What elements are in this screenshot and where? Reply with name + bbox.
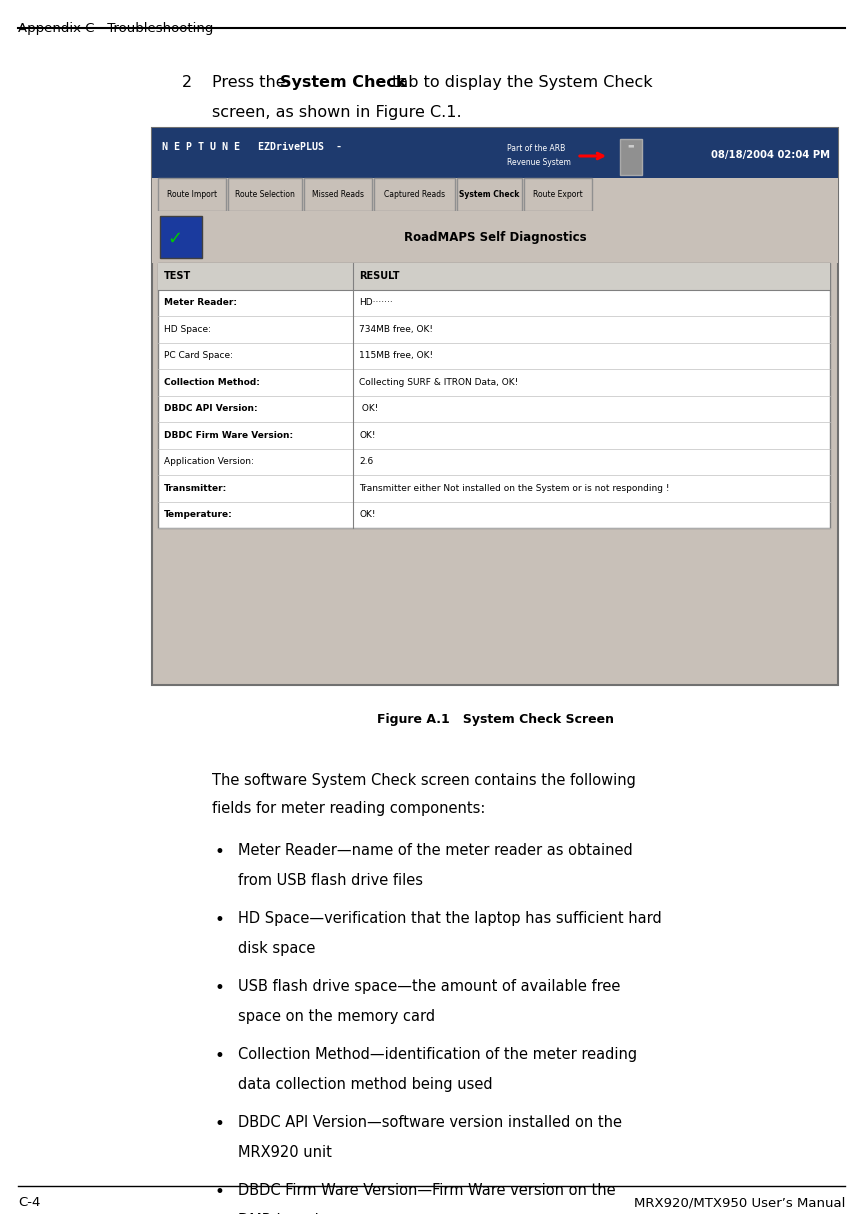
FancyBboxPatch shape	[374, 178, 455, 211]
Text: N E P T U N E   EZDrivePLUS  -: N E P T U N E EZDrivePLUS -	[162, 142, 342, 152]
Text: Collecting SURF & ITRON Data, OK!: Collecting SURF & ITRON Data, OK!	[359, 378, 519, 387]
FancyBboxPatch shape	[152, 127, 838, 178]
Text: Collection Method—identification of the meter reading: Collection Method—identification of the …	[238, 1046, 637, 1062]
Text: ✓: ✓	[167, 231, 182, 248]
Text: •: •	[214, 978, 224, 997]
Text: •: •	[214, 910, 224, 929]
FancyBboxPatch shape	[457, 178, 522, 211]
Text: DBDC Firm Ware Version—Firm Ware version on the: DBDC Firm Ware Version—Firm Ware version…	[238, 1182, 615, 1198]
FancyBboxPatch shape	[152, 211, 838, 263]
FancyBboxPatch shape	[152, 178, 838, 211]
Text: PC Card Space:: PC Card Space:	[164, 351, 233, 361]
Text: HD Space:: HD Space:	[164, 325, 211, 334]
FancyBboxPatch shape	[158, 263, 830, 289]
Text: Route Selection: Route Selection	[235, 191, 295, 199]
Text: tab to display the System Check: tab to display the System Check	[387, 75, 652, 90]
Text: screen, as shown in Figure C.1.: screen, as shown in Figure C.1.	[212, 104, 462, 120]
Text: HD·······: HD·······	[359, 299, 393, 307]
FancyBboxPatch shape	[158, 263, 830, 528]
Text: space on the memory card: space on the memory card	[238, 1009, 435, 1023]
FancyBboxPatch shape	[620, 138, 642, 175]
FancyBboxPatch shape	[160, 216, 202, 259]
Text: MRX920/MTX950 User’s Manual: MRX920/MTX950 User’s Manual	[633, 1196, 845, 1209]
Text: data collection method being used: data collection method being used	[238, 1077, 493, 1093]
Text: OK!: OK!	[359, 404, 378, 413]
Text: The software System Check screen contains the following: The software System Check screen contain…	[212, 773, 636, 788]
Text: •: •	[214, 1182, 224, 1201]
FancyBboxPatch shape	[228, 178, 302, 211]
Text: C-4: C-4	[18, 1196, 41, 1209]
Text: Meter Reader:: Meter Reader:	[164, 299, 237, 307]
Text: Route Import: Route Import	[167, 191, 217, 199]
Text: MRX920 unit: MRX920 unit	[238, 1145, 332, 1161]
Text: Captured Reads: Captured Reads	[384, 191, 445, 199]
Text: Route Export: Route Export	[533, 191, 583, 199]
Text: System Check: System Check	[459, 191, 520, 199]
Text: RoadMAPS Self Diagnostics: RoadMAPS Self Diagnostics	[404, 231, 586, 244]
Text: ▬: ▬	[627, 142, 634, 148]
Text: TEST: TEST	[164, 271, 192, 282]
Text: DBDC Firm Ware Version:: DBDC Firm Ware Version:	[164, 431, 293, 439]
Text: disk space: disk space	[238, 941, 315, 955]
Text: 734MB free, OK!: 734MB free, OK!	[359, 325, 433, 334]
Text: Application Version:: Application Version:	[164, 458, 254, 466]
Text: Temperature:: Temperature:	[164, 510, 233, 520]
Text: Transmitter:: Transmitter:	[164, 483, 227, 493]
Text: RESULT: RESULT	[359, 271, 400, 282]
FancyBboxPatch shape	[304, 178, 372, 211]
Text: HD Space—verification that the laptop has sufficient hard: HD Space—verification that the laptop ha…	[238, 910, 662, 926]
Text: •: •	[214, 1114, 224, 1133]
Text: DBDC API Version:: DBDC API Version:	[164, 404, 258, 413]
Text: Missed Reads: Missed Reads	[312, 191, 364, 199]
Text: Press the: Press the	[212, 75, 291, 90]
Text: DBDC API Version—software version installed on the: DBDC API Version—software version instal…	[238, 1114, 622, 1130]
FancyBboxPatch shape	[524, 178, 592, 211]
Text: 2.6: 2.6	[359, 458, 374, 466]
Text: 2: 2	[182, 75, 192, 90]
Text: Collection Method:: Collection Method:	[164, 378, 260, 387]
Text: Part of the ARB: Part of the ARB	[507, 144, 565, 153]
Text: Transmitter either Not installed on the System or is not responding !: Transmitter either Not installed on the …	[359, 483, 670, 493]
Text: System Check: System Check	[280, 75, 406, 90]
Text: fields for meter reading components:: fields for meter reading components:	[212, 801, 485, 816]
Text: •: •	[214, 1046, 224, 1065]
Text: Meter Reader—name of the meter reader as obtained: Meter Reader—name of the meter reader as…	[238, 843, 633, 858]
Text: Appendix C   Troubleshooting: Appendix C Troubleshooting	[18, 22, 213, 35]
FancyBboxPatch shape	[158, 178, 226, 211]
Text: OK!: OK!	[359, 510, 375, 520]
Text: •: •	[214, 843, 224, 861]
Text: USB flash drive space—the amount of available free: USB flash drive space—the amount of avai…	[238, 978, 620, 994]
Text: 115MB free, OK!: 115MB free, OK!	[359, 351, 433, 361]
Text: 08/18/2004 02:04 PM: 08/18/2004 02:04 PM	[711, 151, 830, 160]
FancyBboxPatch shape	[152, 127, 838, 685]
Text: OK!: OK!	[359, 431, 375, 439]
Text: from USB flash drive files: from USB flash drive files	[238, 873, 423, 887]
Text: Revenue System: Revenue System	[507, 158, 571, 168]
Text: Figure A.1   System Check Screen: Figure A.1 System Check Screen	[376, 713, 614, 726]
